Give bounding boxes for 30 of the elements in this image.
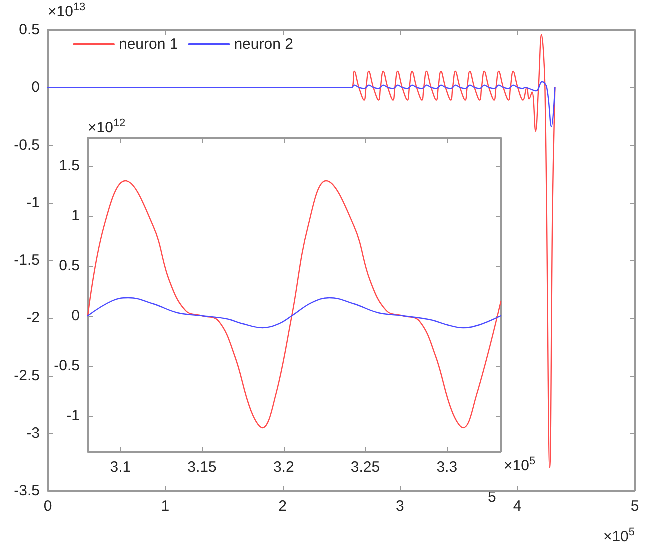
x-tick-label: 3: [396, 498, 404, 515]
y-tick-label: 0.5: [59, 258, 80, 274]
x-tick-label: 3.1: [110, 459, 132, 476]
x-tick-label: 3.3: [436, 459, 458, 476]
legend-label: neuron 1: [119, 36, 178, 53]
y-tick-label: -2.5: [14, 367, 40, 384]
y-tick-label: -0.5: [14, 136, 40, 154]
y-tick-label: -3.5: [14, 482, 40, 500]
y-tick-label: -0.5: [54, 358, 80, 374]
y-tick-label: 0.5: [19, 22, 40, 38]
x-tick-label: 3.15: [188, 459, 217, 476]
x-tick-label: 0: [44, 498, 52, 515]
x-tick-label: 3.25: [350, 459, 380, 476]
y-tick-label: -2: [26, 310, 40, 327]
line-series: [87, 297, 502, 329]
y-tick-label: 0: [32, 79, 40, 96]
x-tick-label: 5: [630, 498, 640, 515]
y-tick-label: -1.5: [14, 252, 40, 269]
x-tick-label: 4: [513, 498, 522, 515]
line-series: [87, 180, 502, 429]
legend-label: neuron 2: [234, 36, 294, 53]
y-tick-label: -3: [26, 424, 40, 442]
x-tick-label: 3.2: [273, 459, 294, 476]
y-tick-label: -1: [26, 194, 40, 212]
y-tick-label: 1.5: [59, 158, 80, 174]
y-tick-label: 0: [72, 308, 80, 324]
x-tick-label: 2: [278, 498, 287, 515]
x-tick-label: 1: [161, 498, 170, 515]
y-tick-label: -1: [66, 408, 80, 424]
y-tick-label: 1: [72, 208, 80, 224]
